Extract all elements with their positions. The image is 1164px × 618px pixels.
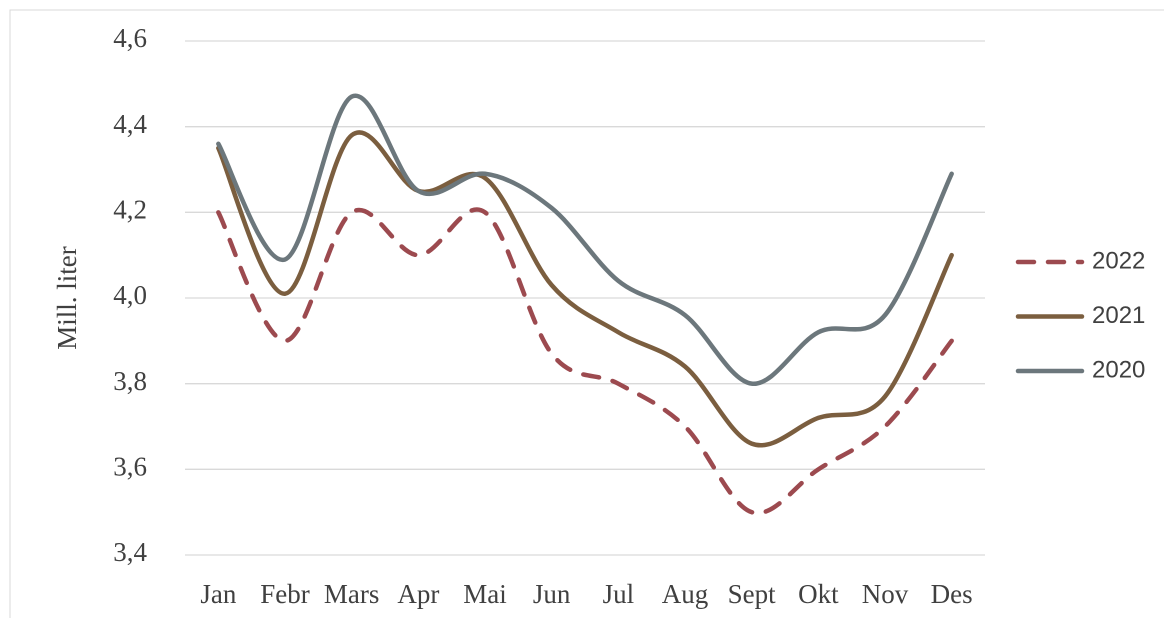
y-tick-label: 3,8: [113, 366, 147, 396]
legend-label: 2020: [1092, 356, 1145, 383]
y-tick-label: 3,6: [113, 452, 147, 482]
x-tick-label: Des: [931, 579, 973, 609]
line-series: [216, 130, 954, 448]
x-tick-label: Jun: [533, 579, 571, 609]
x-tick-label: Mai: [463, 579, 507, 609]
y-tick-label: 4,6: [113, 23, 147, 53]
x-tick-label: Apr: [397, 579, 439, 609]
y-tick-label: 3,4: [113, 537, 147, 567]
x-tick-label: Mars: [324, 579, 380, 609]
chart-border: [9, 9, 1164, 618]
x-tick-label: Jan: [200, 579, 236, 609]
line-series: [216, 93, 954, 386]
legend-label: 2022: [1092, 247, 1145, 274]
x-tick-label: Febr: [260, 579, 310, 609]
x-tick-label: Sept: [728, 579, 777, 609]
legend-label: 2021: [1092, 302, 1145, 329]
x-tick-label: Aug: [662, 579, 709, 609]
line-series: [216, 207, 954, 516]
x-tick-label: Okt: [798, 579, 839, 609]
x-tick-label: Nov: [862, 579, 909, 609]
y-tick-label: 4,4: [113, 109, 147, 139]
x-tick-label: Jul: [603, 579, 635, 609]
y-tick-label: 4,0: [113, 280, 147, 310]
y-tick-label: 4,2: [113, 195, 147, 225]
y-axis-label: Mill. liter: [52, 246, 82, 350]
